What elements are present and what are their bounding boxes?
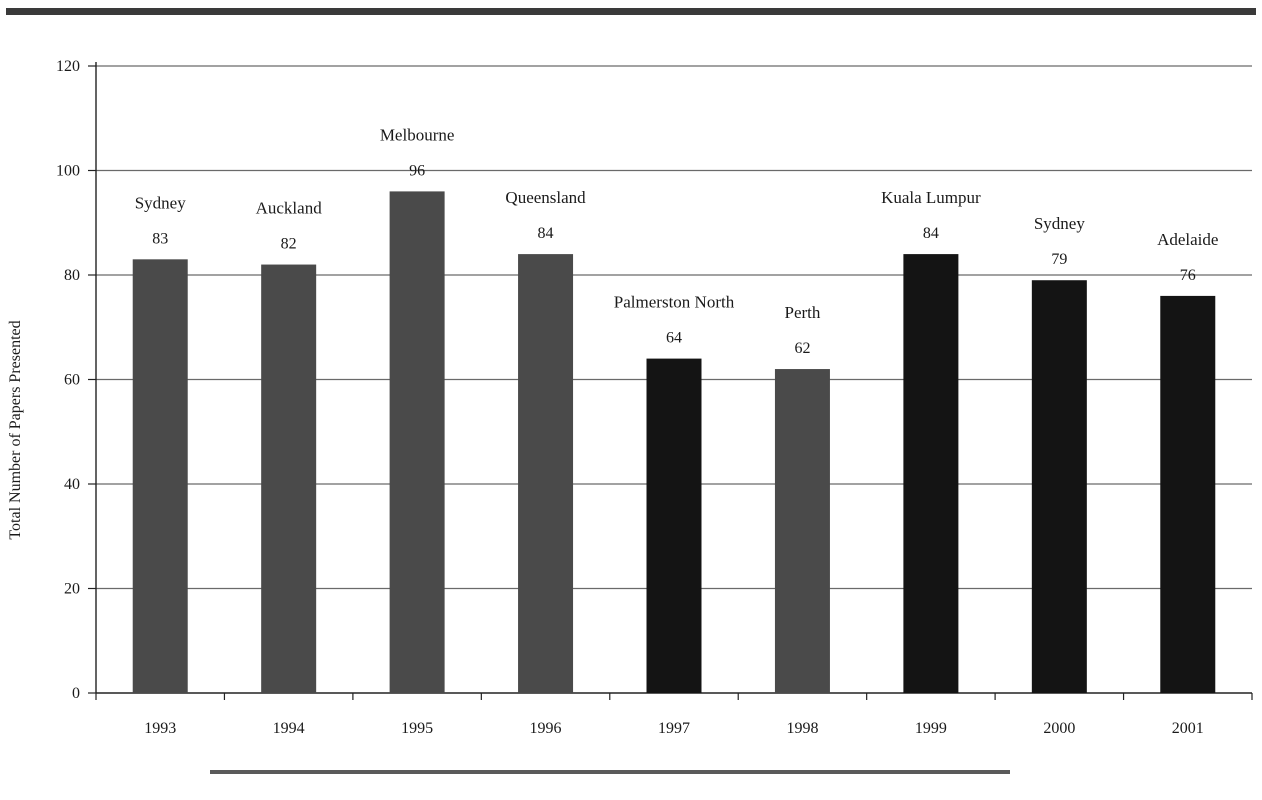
top-border bbox=[6, 8, 1256, 15]
x-tick-labels: 1993 1994 1995 1996 1997 1998 1999 2000 2001 bbox=[144, 720, 1204, 737]
bars bbox=[132, 191, 1216, 693]
location-label: Sydney bbox=[1034, 214, 1086, 233]
bar-1996 bbox=[518, 254, 574, 693]
y-tick-label: 20 bbox=[64, 581, 80, 598]
data-label: 82 bbox=[281, 236, 297, 253]
y-axis-label: Total Number of Papers Presented bbox=[7, 320, 24, 539]
y-tick-label: 60 bbox=[64, 372, 80, 389]
y-tick-label: 40 bbox=[64, 476, 80, 493]
data-label: 76 bbox=[1180, 267, 1196, 284]
location-label: Queensland bbox=[505, 188, 586, 207]
location-label: Adelaide bbox=[1157, 230, 1218, 249]
data-label: 83 bbox=[152, 230, 168, 247]
data-label: 84 bbox=[923, 225, 939, 242]
location-label: Sydney bbox=[135, 193, 187, 212]
y-tick-label: 0 bbox=[72, 685, 80, 702]
y-tick-label: 100 bbox=[56, 163, 80, 180]
x-tick-label: 1994 bbox=[273, 720, 305, 737]
bar-2001 bbox=[1160, 295, 1216, 693]
data-label: 96 bbox=[409, 162, 425, 179]
y-tick-labels: 0 20 40 60 80 100 120 bbox=[56, 58, 80, 702]
data-label: 84 bbox=[538, 225, 554, 242]
x-tick-label: 1995 bbox=[401, 720, 433, 737]
x-tick-label: 2000 bbox=[1043, 720, 1075, 737]
location-label: Perth bbox=[784, 303, 820, 322]
bar-1998 bbox=[774, 369, 830, 693]
data-label: 79 bbox=[1051, 251, 1067, 268]
location-label: Auckland bbox=[256, 199, 323, 218]
data-label: 62 bbox=[794, 340, 810, 357]
x-tick-label: 1996 bbox=[530, 720, 562, 737]
bar-1993 bbox=[132, 259, 188, 693]
x-tick-label: 1997 bbox=[658, 720, 690, 737]
y-tick-label: 120 bbox=[56, 58, 80, 75]
bottom-border bbox=[210, 770, 1010, 774]
x-tick-label: 1993 bbox=[144, 720, 176, 737]
x-tick-label: 2001 bbox=[1172, 720, 1204, 737]
x-tick-label: 1998 bbox=[786, 720, 818, 737]
bar-2000 bbox=[1031, 280, 1087, 693]
y-tick-label: 80 bbox=[64, 267, 80, 284]
bar-labels: 83 Sydney 82 Auckland 96 Melbourne 84 Queenslan… bbox=[135, 125, 1219, 357]
bar-1995 bbox=[389, 191, 445, 693]
data-label: 64 bbox=[666, 330, 682, 347]
x-tick-label: 1999 bbox=[915, 720, 947, 737]
location-label: Melbourne bbox=[380, 125, 455, 144]
location-label: Palmerston North bbox=[614, 293, 735, 312]
location-label: Kuala Lumpur bbox=[881, 188, 981, 207]
bar-1997 bbox=[646, 358, 702, 693]
bar-1994 bbox=[261, 264, 317, 693]
bar-1999 bbox=[903, 254, 959, 693]
